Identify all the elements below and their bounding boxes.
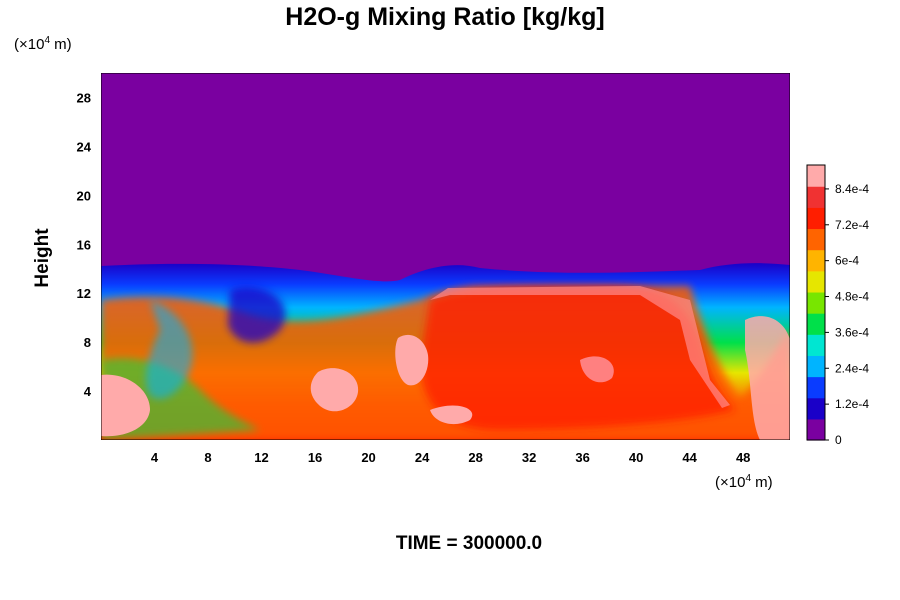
time-label: TIME = 300000.0 xyxy=(396,533,542,554)
colorbar-segment xyxy=(807,249,825,272)
x-tick-label: 12 xyxy=(254,450,268,465)
x-tick-label: 32 xyxy=(522,450,536,465)
colorbar-ticks: 0 1.2e-4 2.4e-4 3.6e-4 4.8e-4 6e-4 7.2e-4 8.4e-… xyxy=(825,182,869,447)
y-tick-label: 24 xyxy=(77,139,92,154)
colorbar-tick-label: 1.2e-4 xyxy=(835,397,869,411)
colorbar-tick-label: 8.4e-4 xyxy=(835,182,869,196)
chart-title: H2O-g Mixing Ratio [kg/kg] xyxy=(285,3,604,31)
x-tick-label: 28 xyxy=(468,450,482,465)
colorbar-tick-label: 3.6e-4 xyxy=(835,325,869,339)
colorbar-frame xyxy=(806,164,826,441)
colorbar xyxy=(806,164,826,441)
colorbar-segment xyxy=(807,186,825,208)
colorbar-segment xyxy=(807,207,825,230)
x-tick-label: 44 xyxy=(682,450,697,465)
x-tick-label: 36 xyxy=(575,450,589,465)
y-tick-label: 4 xyxy=(84,384,92,399)
colorbar-segment xyxy=(807,165,825,187)
y-axis-label: Height xyxy=(32,228,53,288)
y-tick-label: 12 xyxy=(77,286,91,301)
y-axis-unit: (×104 m) xyxy=(14,35,72,53)
x-tick-label: 24 xyxy=(415,450,430,465)
colorbar-segment xyxy=(807,397,825,420)
colorbar-segment xyxy=(807,418,825,441)
x-tick-label: 20 xyxy=(361,450,375,465)
colorbar-tick-label: 2.4e-4 xyxy=(835,361,869,375)
colorbar-segment xyxy=(807,355,825,378)
x-axis-unit: (×104 m) xyxy=(715,473,773,491)
plot-area xyxy=(101,73,790,440)
colorbar-segment xyxy=(807,334,825,356)
colorbar-segment xyxy=(807,376,825,399)
y-tick-label: 16 xyxy=(77,237,91,252)
y-tick-label: 8 xyxy=(84,335,91,350)
colorbar-segment xyxy=(807,313,825,335)
y-tick-label: 20 xyxy=(77,188,91,203)
colorbar-tick-label: 6e-4 xyxy=(835,254,859,268)
x-tick-label: 48 xyxy=(736,450,750,465)
moist-layer xyxy=(101,263,790,440)
colorbar-segment xyxy=(807,270,825,293)
colorbar-tick-label: 7.2e-4 xyxy=(835,218,869,232)
x-axis-ticks: 4 8 12 16 20 24 28 32 36 40 44 48 xyxy=(151,450,751,465)
x-tick-label: 8 xyxy=(204,450,211,465)
y-axis-ticks: 4 8 12 16 20 24 28 xyxy=(77,90,92,399)
colorbar-segment xyxy=(807,291,825,314)
colorbar-tick-label: 0 xyxy=(835,433,842,447)
colorbar-segment xyxy=(807,228,825,251)
x-tick-label: 4 xyxy=(151,450,159,465)
x-tick-label: 16 xyxy=(308,450,322,465)
colorbar-tick-label: 4.8e-4 xyxy=(835,290,869,304)
y-tick-label: 28 xyxy=(77,90,91,105)
x-tick-label: 40 xyxy=(629,450,643,465)
